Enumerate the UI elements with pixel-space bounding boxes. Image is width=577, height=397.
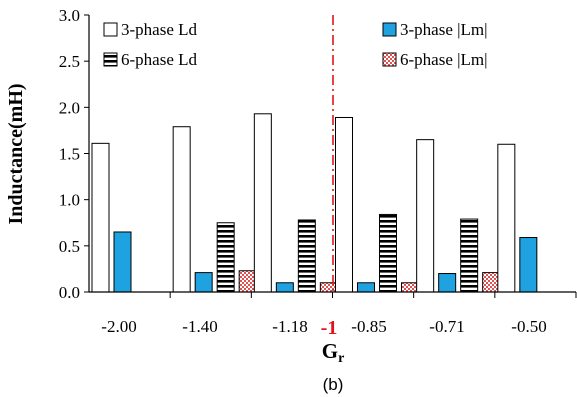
x-tick-label: -2.00 xyxy=(101,317,136,336)
legend-swatch-6-phase-lm xyxy=(382,52,397,67)
bar-3-phase-lm-1 xyxy=(194,272,213,293)
x-tick-label: -0.85 xyxy=(351,317,386,336)
bar-6-phase-lm-3 xyxy=(401,282,419,293)
figure-caption: (b) xyxy=(323,375,344,394)
bar-3-phase-lm-2 xyxy=(275,282,294,293)
legend-swatch-3-phase-lm xyxy=(382,22,397,37)
legend-label-6-phase-ld: 6-phase Ld xyxy=(121,50,198,69)
legend-swatch-3-phase-ld xyxy=(103,22,118,37)
bar-3-phase-ld-0 xyxy=(91,142,110,293)
y-tick-label: 1.0 xyxy=(59,191,80,210)
y-tick-label: 0.5 xyxy=(59,237,80,256)
y-tick-label: 1.5 xyxy=(59,145,80,164)
bar-3-phase-lm-3 xyxy=(357,282,375,293)
bar-6-phase-ld-3 xyxy=(379,213,397,293)
x-axis-title-subscript: r xyxy=(338,351,344,366)
legend-item-6-phase-ld: 6-phase Ld xyxy=(103,50,198,69)
x-tick-label: -0.71 xyxy=(429,317,464,336)
bar-6-phase-lm-4 xyxy=(482,272,501,293)
gr-minus-one-marker-label: -1 xyxy=(321,317,338,339)
legend-label-6-phase-lm: 6-phase |Lm| xyxy=(400,50,488,69)
bar-3-phase-lm-5 xyxy=(519,237,538,293)
x-tick-label: -1.18 xyxy=(272,317,307,336)
bar-3-phase-ld-4 xyxy=(416,139,435,293)
x-tick-label: -0.50 xyxy=(511,317,546,336)
y-axis-title: Inductance(mH) xyxy=(5,83,27,224)
bars-group xyxy=(91,113,538,293)
y-tick-label: 2.5 xyxy=(59,52,80,71)
bar-3-phase-lm-4 xyxy=(438,273,457,293)
y-ticks-group: 0.0 0.5 1.0 1.5 2.0 2.5 3.0 xyxy=(59,6,89,302)
bar-6-phase-ld-1 xyxy=(216,222,235,293)
y-tick-label: 0.0 xyxy=(59,283,80,302)
legend-label-3-phase-ld: 3-phase Ld xyxy=(121,20,198,39)
bar-6-phase-ld-4 xyxy=(460,218,479,293)
x-axis-title: Gr xyxy=(322,339,345,366)
bar-3-phase-lm-0 xyxy=(113,231,132,293)
bar-6-phase-lm-1 xyxy=(238,270,257,293)
bar-3-phase-ld-5 xyxy=(497,143,516,293)
x-axis-title-main: G xyxy=(322,339,338,363)
legend: 3-phase Ld 3-phase |Lm| 6-phase Ld 6-pha… xyxy=(103,20,488,69)
legend-label-3-phase-lm: 3-phase |Lm| xyxy=(400,20,488,39)
bar-3-phase-ld-2 xyxy=(253,113,272,293)
bar-3-phase-ld-1 xyxy=(172,126,191,293)
bar-6-phase-lm-2 xyxy=(319,282,338,293)
legend-swatch-6-phase-ld xyxy=(103,52,118,67)
y-tick-label: 3.0 xyxy=(59,6,80,25)
y-tick-label: 2.0 xyxy=(59,98,80,117)
bar-3-phase-ld-3 xyxy=(335,116,353,293)
legend-item-3-phase-lm: 3-phase |Lm| xyxy=(382,20,488,39)
x-tick-label: -1.40 xyxy=(182,317,217,336)
legend-item-3-phase-ld: 3-phase Ld xyxy=(103,20,198,39)
x-tick-labels-group: -2.00 -1.40 -1.18 -0.85 -0.71 -0.50 xyxy=(101,317,546,336)
bar-6-phase-ld-2 xyxy=(297,219,316,293)
x-ticks-group xyxy=(169,292,577,298)
legend-item-6-phase-lm: 6-phase |Lm| xyxy=(382,50,488,69)
